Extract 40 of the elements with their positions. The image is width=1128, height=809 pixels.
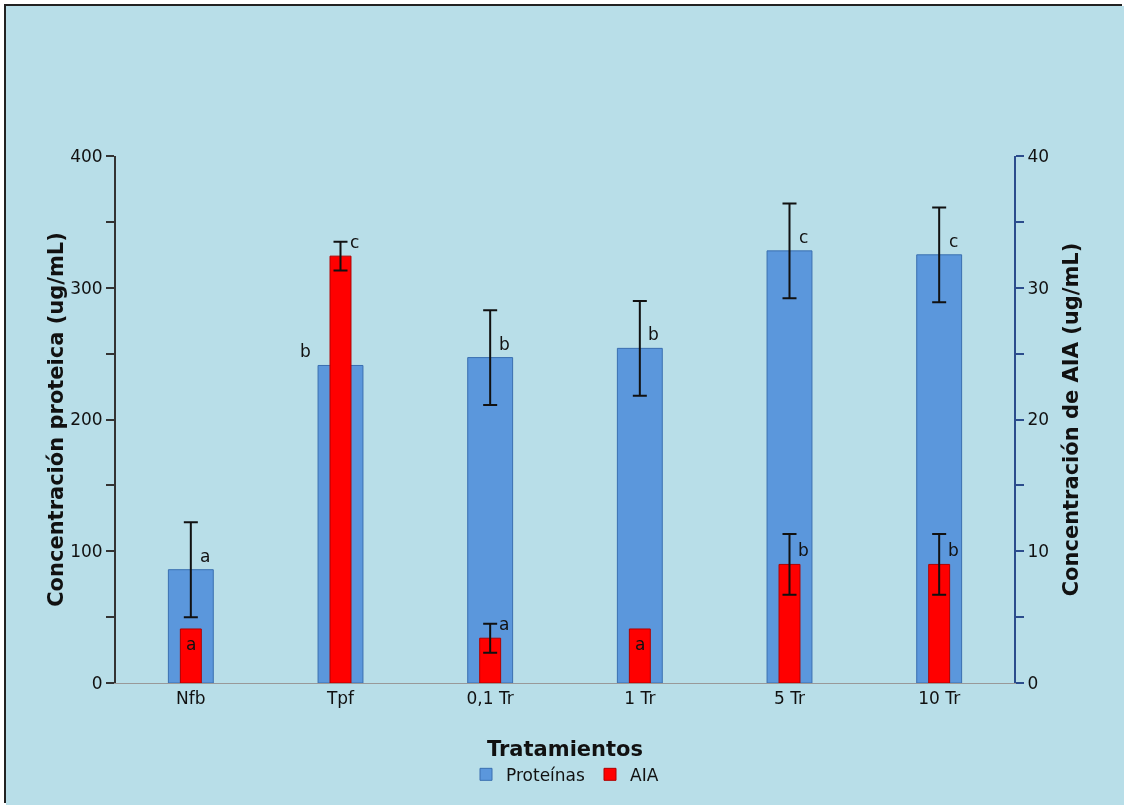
legend-label: Proteínas xyxy=(506,764,586,785)
data-label: b xyxy=(648,324,659,344)
data-label: a xyxy=(635,634,646,654)
y2-tick-label: 20 xyxy=(1027,409,1050,430)
x-tick-label: Tpf xyxy=(325,688,356,709)
y-tick-label: 200 xyxy=(70,409,103,430)
data-label: c xyxy=(350,232,360,252)
x-tick-label: 5 Tr xyxy=(773,688,806,709)
bar xyxy=(616,347,663,683)
y-tick-label: 300 xyxy=(70,277,103,298)
data-label: b xyxy=(948,540,959,560)
x-tick-label: 1 Tr xyxy=(624,688,656,709)
x-tick-label: 0,1 Tr xyxy=(466,688,514,709)
data-label: a xyxy=(186,634,197,654)
data-label: b xyxy=(300,341,311,361)
x-axis-title: Tratamientos xyxy=(487,737,643,761)
y2-tick-label: 10 xyxy=(1027,541,1050,562)
bar xyxy=(778,563,801,683)
y-tick-label: 400 xyxy=(70,145,103,166)
bar xyxy=(479,637,502,683)
data-label: c xyxy=(949,231,959,251)
x-tick-label: Nfb xyxy=(176,688,206,709)
data-label: a xyxy=(200,546,211,566)
y2-tick-label: 0 xyxy=(1027,672,1039,693)
y2-tick-label: 30 xyxy=(1027,277,1050,298)
data-label: a xyxy=(499,614,510,634)
bar xyxy=(628,628,651,683)
y2-axis-title: Concentración de AIA (ug/mL) xyxy=(1058,242,1083,597)
bar xyxy=(467,357,514,683)
bar xyxy=(179,628,202,683)
y-axis-title: Concentración proteica (ug/mL) xyxy=(44,232,68,607)
x-tick-label: 10 Tr xyxy=(918,688,961,709)
y-tick-label: 100 xyxy=(70,541,103,562)
y2-tick-label: 40 xyxy=(1027,145,1050,166)
data-label: b xyxy=(798,540,809,560)
data-label: c xyxy=(799,227,809,247)
legend-label: AIA xyxy=(630,764,659,785)
bar xyxy=(928,563,951,683)
y-tick-label: 0 xyxy=(91,672,103,693)
data-label: b xyxy=(499,334,510,354)
